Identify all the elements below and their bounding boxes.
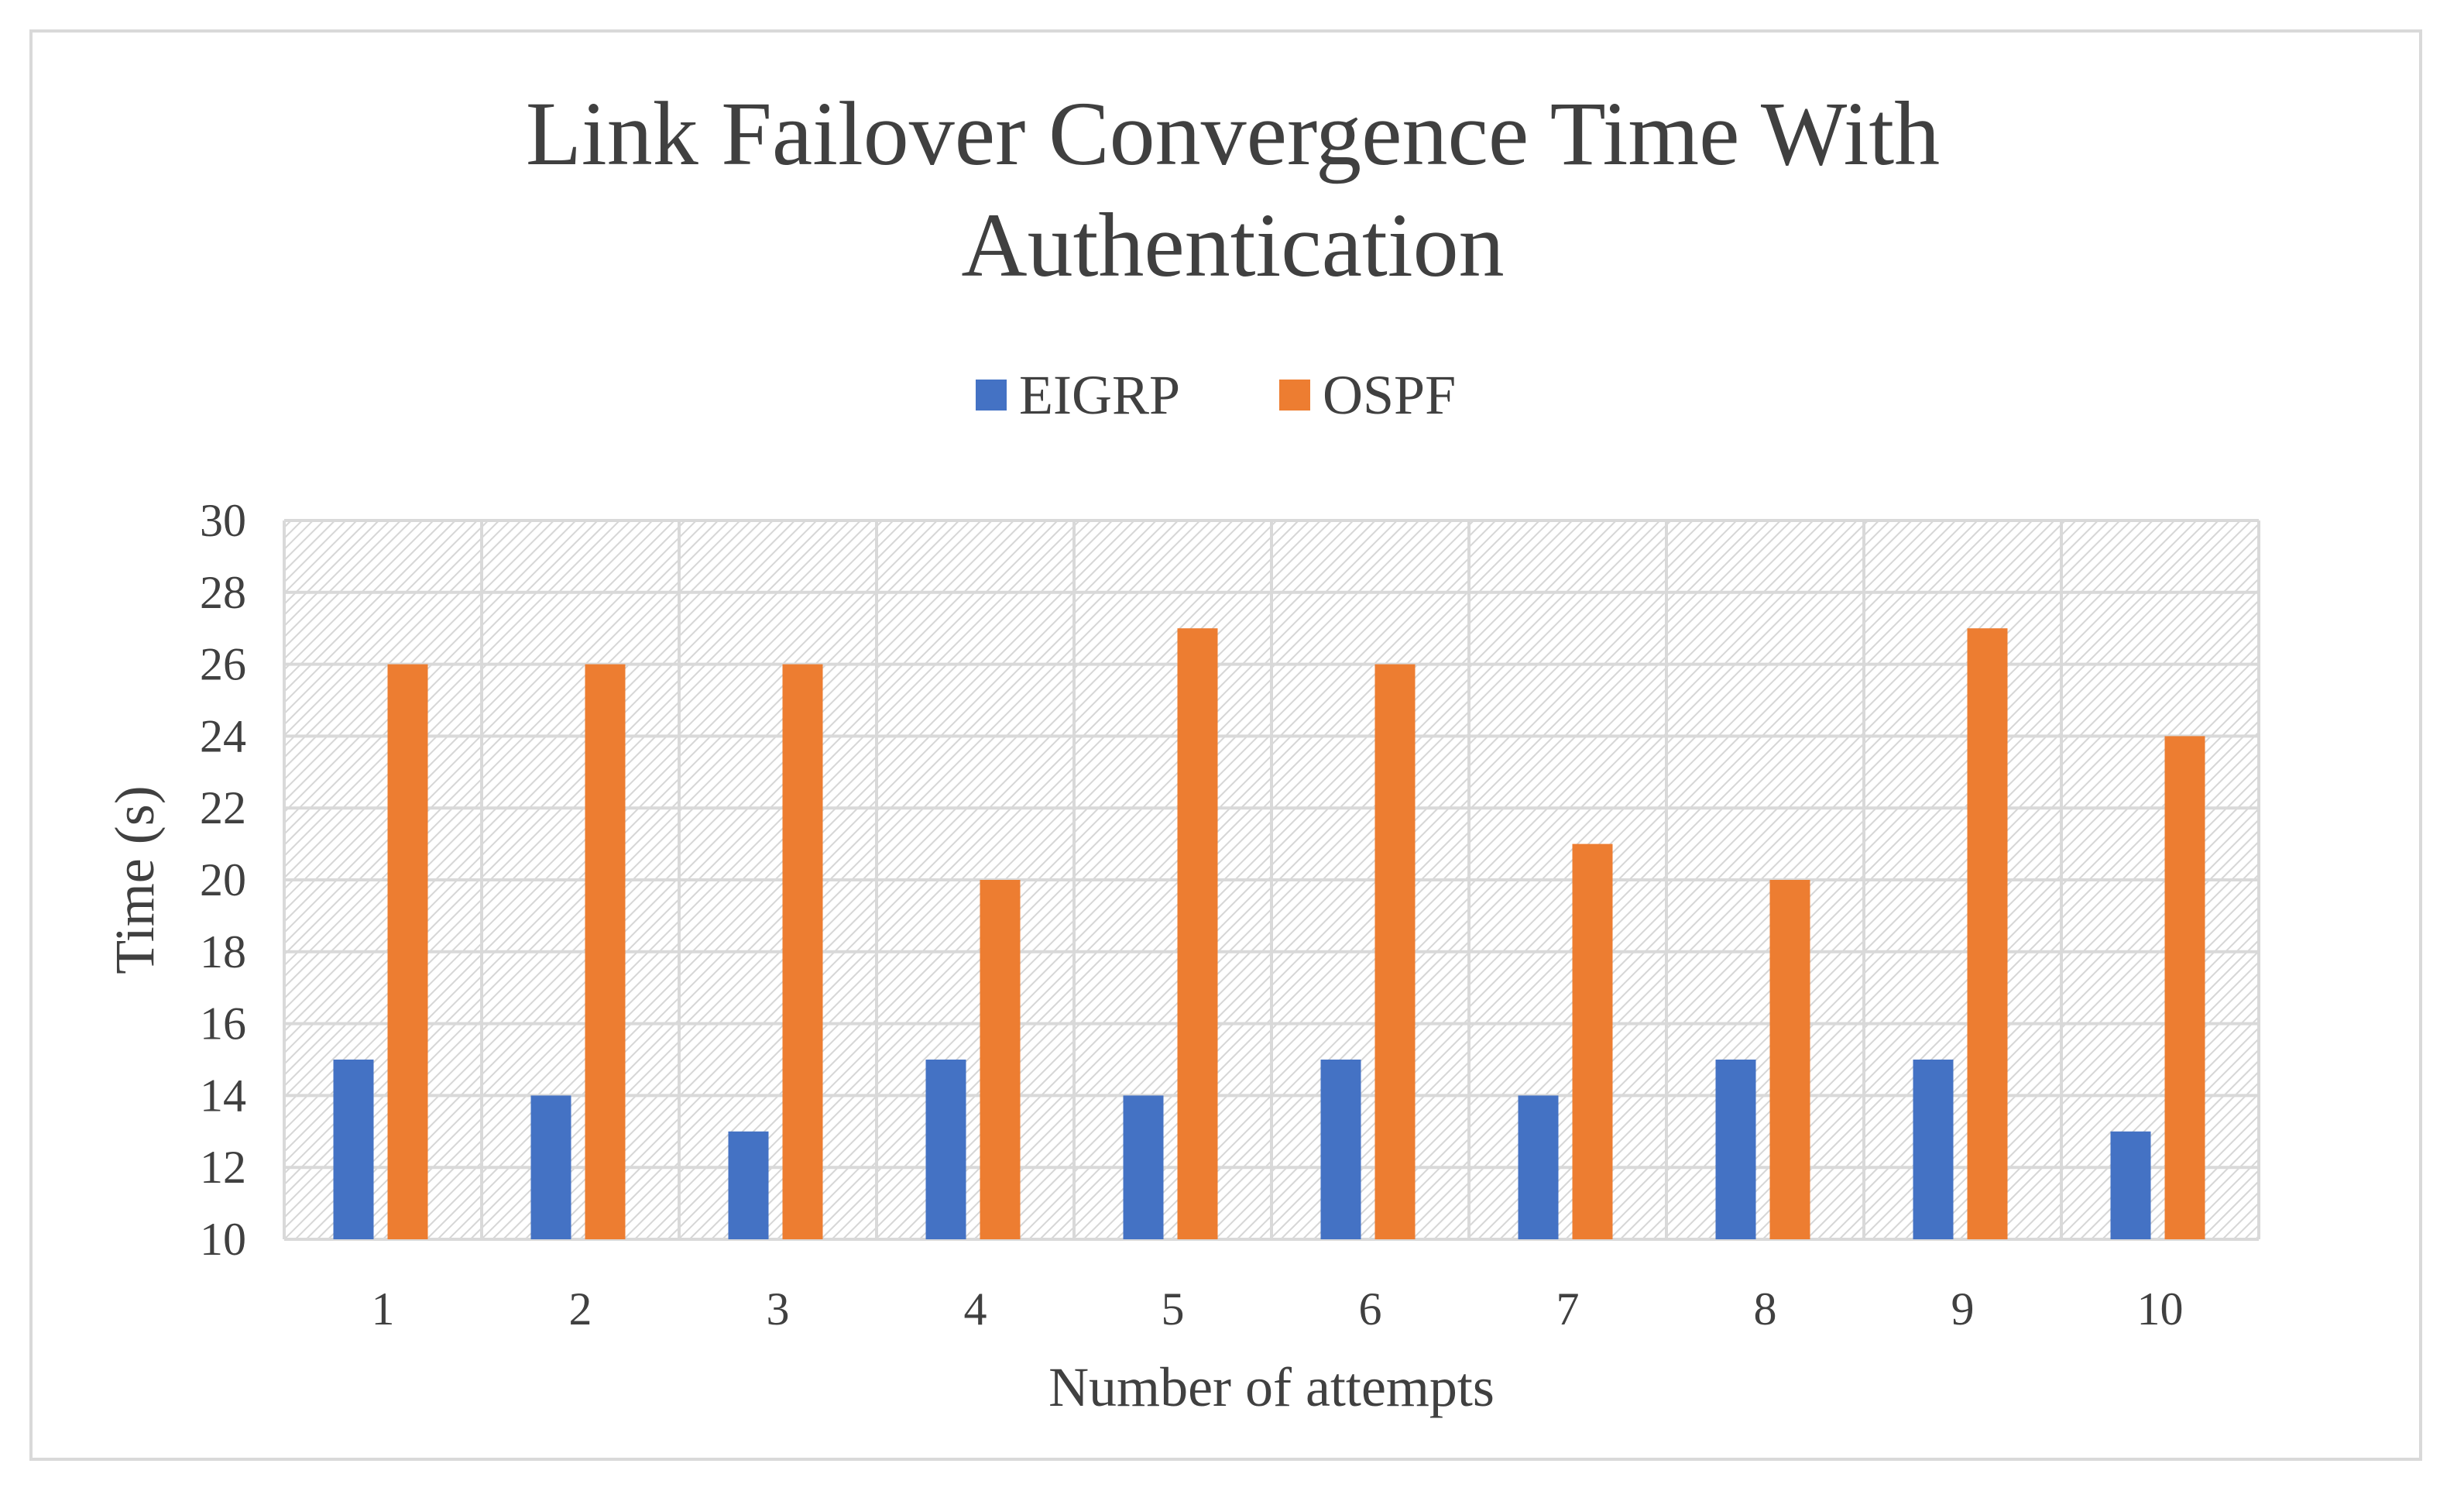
bar-ospf-2 <box>585 664 626 1239</box>
x-tick-label: 8 <box>1754 1283 1777 1335</box>
bar-ospf-1 <box>387 664 428 1239</box>
x-tick-label: 5 <box>1162 1283 1185 1335</box>
y-tick-label: 30 <box>200 495 246 546</box>
bar-ospf-4 <box>980 880 1021 1239</box>
bar-eigrp-4 <box>925 1060 966 1239</box>
bar-eigrp-1 <box>333 1060 374 1239</box>
bar-ospf-7 <box>1572 843 1613 1239</box>
x-tick-label: 3 <box>767 1283 790 1335</box>
bars <box>333 628 2205 1239</box>
x-tick-label: 6 <box>1359 1283 1382 1335</box>
y-tick-label: 20 <box>200 854 246 905</box>
x-tick-label: 4 <box>964 1283 987 1335</box>
legend-swatch-eigrp <box>976 380 1007 411</box>
bar-eigrp-10 <box>2110 1131 2151 1239</box>
x-tick-label: 1 <box>372 1283 395 1335</box>
bar-eigrp-3 <box>728 1131 769 1239</box>
y-tick-label: 10 <box>200 1214 246 1265</box>
y-axis-title: Time (s) <box>104 785 166 974</box>
bar-ospf-6 <box>1374 664 1416 1239</box>
bar-eigrp-7 <box>1518 1095 1559 1239</box>
y-axis-ticks: 10 12 14 16 18 20 22 24 26 28 30 <box>200 495 246 1265</box>
legend-swatch-ospf <box>1279 380 1310 411</box>
bar-eigrp-6 <box>1320 1060 1361 1239</box>
bar-eigrp-5 <box>1123 1095 1164 1239</box>
x-tick-label: 2 <box>569 1283 592 1335</box>
y-tick-label: 24 <box>200 710 246 761</box>
legend-label-ospf: OSPF <box>1323 364 1456 426</box>
bar-ospf-8 <box>1769 880 1810 1239</box>
x-tick-label: 7 <box>1556 1283 1580 1335</box>
chart-title-line-1: Link Failover Convergence Time With <box>526 83 1940 184</box>
y-tick-label: 26 <box>200 639 246 690</box>
x-axis-title: Number of attempts <box>1048 1356 1495 1418</box>
chart-title-line-2: Authentication <box>961 194 1504 296</box>
bar-ospf-10 <box>2164 736 2205 1239</box>
legend: EIGRP OSPF <box>976 364 1456 426</box>
x-axis-ticks: 1 2 3 4 5 6 7 8 9 10 <box>372 1283 2184 1335</box>
x-tick-label: 10 <box>2137 1283 2184 1335</box>
legend-label-eigrp: EIGRP <box>1019 364 1180 426</box>
y-tick-label: 18 <box>200 926 246 977</box>
bar-eigrp-9 <box>1913 1060 1954 1239</box>
bar-eigrp-8 <box>1715 1060 1756 1239</box>
bar-eigrp-2 <box>530 1095 571 1239</box>
bar-ospf-9 <box>1967 628 2008 1239</box>
bar-ospf-3 <box>782 664 823 1239</box>
y-tick-label: 12 <box>200 1142 246 1193</box>
y-tick-label: 28 <box>200 567 246 618</box>
y-tick-label: 14 <box>200 1070 246 1121</box>
bar-ospf-5 <box>1177 628 1218 1239</box>
y-tick-label: 16 <box>200 998 246 1050</box>
x-tick-label: 9 <box>1951 1283 1975 1335</box>
y-tick-label: 22 <box>200 782 246 833</box>
